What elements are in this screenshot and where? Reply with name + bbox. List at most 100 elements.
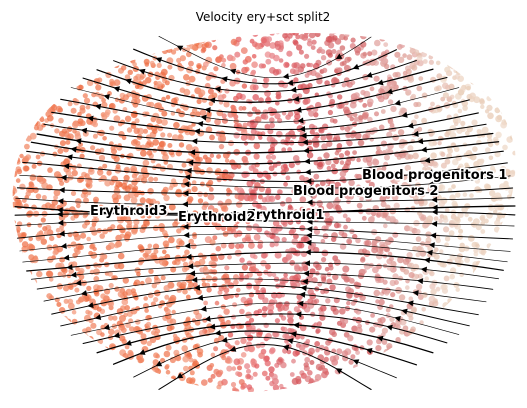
velocity-arrow (286, 338, 294, 344)
cell-point (27, 210, 34, 217)
cell-point (93, 289, 99, 295)
cell-point (12, 59, 15, 66)
velocity-arrow (305, 178, 312, 185)
cell-point (288, 247, 296, 255)
cell-point (511, 195, 516, 202)
cell-point (448, 325, 455, 331)
cell-point (482, 73, 489, 80)
cell-point (118, 131, 125, 138)
cluster-label-blood-progenitors-2: Blood progenitors 2 (293, 184, 438, 199)
cell-point (90, 378, 95, 384)
cell-point (15, 280, 22, 287)
cell-point (362, 367, 370, 375)
cell-point (238, 193, 245, 200)
cell-point (17, 309, 23, 314)
cell-point (182, 355, 190, 363)
cell-point (360, 89, 366, 96)
cell-point (470, 52, 477, 60)
cell-point (14, 139, 21, 145)
velocity-arrow (87, 115, 94, 122)
cell-point (44, 375, 52, 382)
cell-point (320, 305, 327, 312)
velocity-arrow (305, 239, 312, 246)
cell-point (12, 290, 16, 298)
cell-point (226, 33, 233, 34)
cell-point (310, 242, 317, 249)
cell-point (449, 49, 457, 57)
cell-point (399, 138, 406, 146)
cell-point (208, 101, 214, 106)
velocity-arrow (394, 316, 401, 322)
cell-point (45, 270, 53, 277)
cell-point (221, 117, 228, 124)
cell-point (497, 54, 503, 60)
cell-point (12, 358, 17, 364)
cell-point (510, 102, 516, 110)
velocity-arrow (430, 189, 437, 196)
cell-point (483, 183, 490, 190)
cell-point (422, 59, 428, 64)
cell-point (426, 361, 432, 367)
cell-point (507, 207, 512, 213)
cell-point (14, 149, 20, 155)
cell-point (498, 71, 505, 79)
cell-point (465, 350, 472, 357)
cell-point (30, 391, 37, 392)
cell-point (438, 184, 446, 192)
velocity-arrow (229, 346, 237, 352)
cell-point (508, 266, 515, 273)
cell-point (114, 242, 120, 249)
cell-point (429, 270, 435, 277)
cell-point (38, 177, 46, 185)
cell-point (466, 33, 474, 35)
cell-point (12, 56, 16, 63)
cell-point (310, 69, 317, 77)
cell-point (58, 315, 66, 322)
cell-point (405, 285, 410, 290)
cell-point (24, 352, 30, 358)
cell-point (287, 147, 293, 153)
cell-point (134, 296, 139, 301)
cell-point (48, 380, 53, 386)
cell-point (77, 42, 84, 49)
cell-point (162, 153, 169, 161)
cell-point (16, 168, 23, 175)
cell-point (82, 213, 88, 219)
velocity-arrow (431, 209, 438, 215)
cell-point (102, 136, 107, 141)
cell-point (67, 379, 73, 384)
cell-point (23, 165, 30, 172)
velocity-arrow (204, 107, 211, 114)
cell-point (495, 82, 501, 88)
cell-point (281, 147, 287, 153)
cell-point (160, 391, 167, 392)
cell-point (274, 241, 279, 247)
cell-point (65, 139, 71, 145)
cell-point (173, 121, 180, 129)
cell-point (262, 109, 269, 116)
cell-point (429, 283, 436, 290)
cell-point (331, 33, 339, 34)
cell-point (350, 354, 356, 360)
cell-point (104, 179, 111, 187)
cell-point (460, 173, 466, 179)
cell-point (325, 159, 332, 166)
cell-point (431, 37, 437, 43)
velocity-arrow (189, 270, 196, 277)
cell-point (390, 292, 396, 298)
cell-point (125, 392, 130, 397)
cell-point (268, 301, 273, 307)
cell-point (331, 77, 338, 85)
cell-point (52, 358, 59, 366)
cell-point (402, 53, 407, 58)
cell-point (332, 199, 340, 206)
cell-point (485, 147, 491, 153)
cell-point (12, 219, 16, 225)
cell-point (148, 176, 154, 183)
cell-point (328, 183, 333, 188)
cell-point (339, 176, 346, 183)
velocity-arrow (191, 276, 198, 283)
cell-point (443, 324, 449, 330)
cell-point (482, 85, 489, 93)
cell-point (214, 118, 222, 126)
